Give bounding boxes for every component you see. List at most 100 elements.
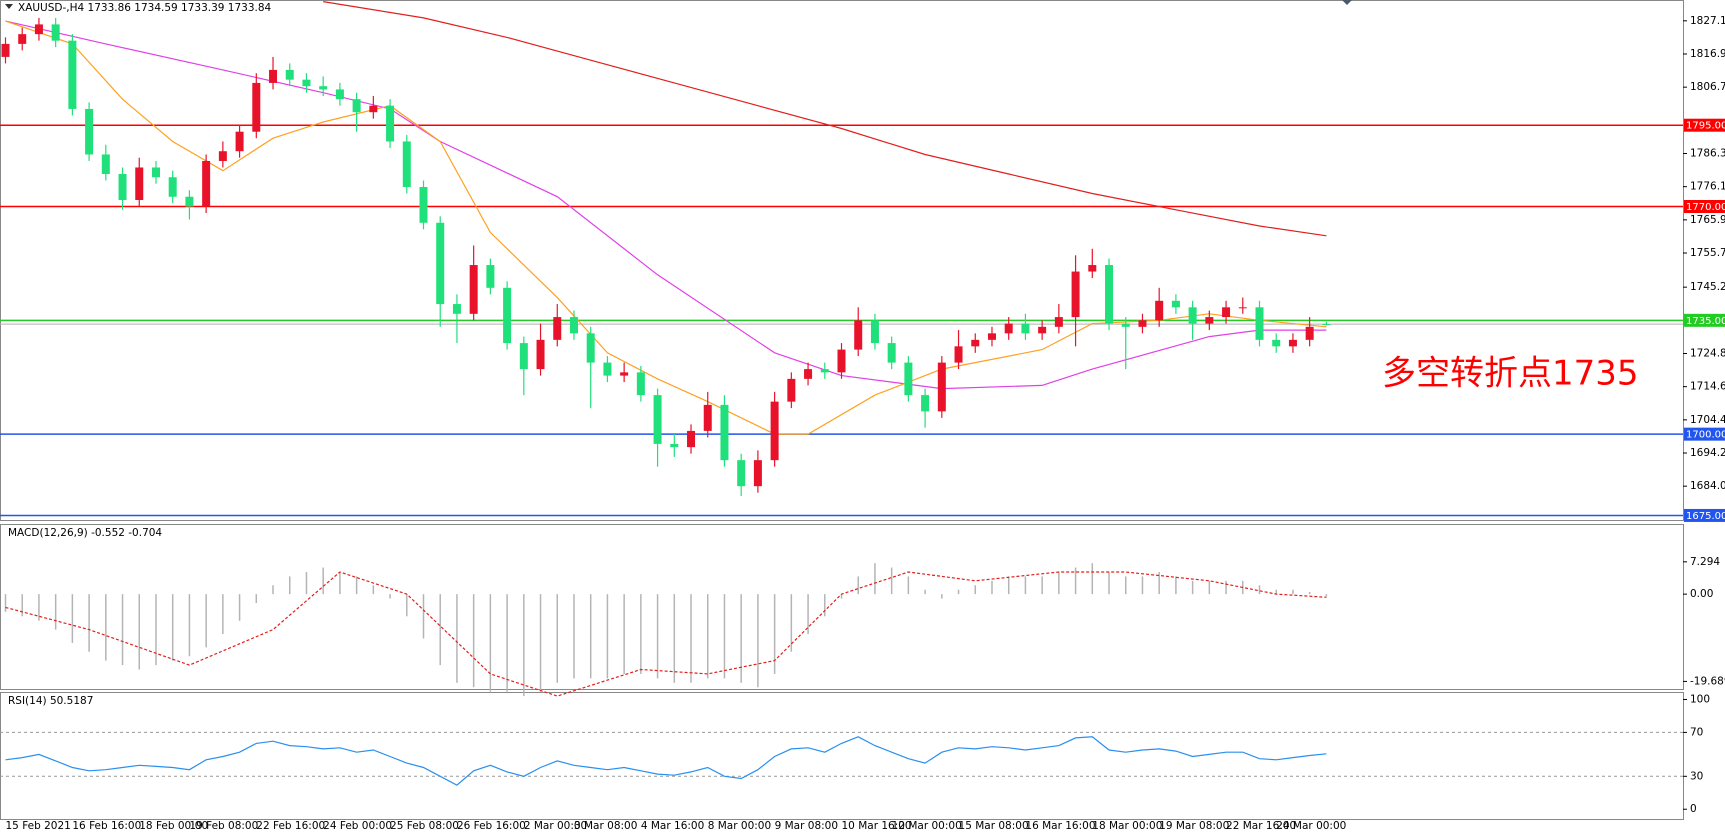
candle-body [753,460,762,487]
candle-body [252,82,261,132]
candle-body [586,333,595,363]
annotation: 多空转折点1735 [1382,354,1639,394]
candle-body [820,369,829,373]
candle-body [1188,307,1197,324]
x-tick-label: 24 Feb 00:00 [323,820,392,832]
x-tick-label: 26 Feb 16:00 [457,820,526,832]
candle-body [1138,320,1147,327]
candle-body [1038,326,1047,334]
candle-body [1238,307,1247,309]
x-tick-label: 22 Feb 16:00 [256,820,325,832]
y-tick-label: 1786.30 [1690,147,1725,159]
candle-body [34,24,43,35]
y-tick-label: 30 [1690,770,1703,782]
x-tick-label: 15 Feb 2021 [6,820,71,832]
level-label: 1700.00 [1686,430,1725,441]
level-label: 1770.00 [1686,202,1725,213]
candle-body [1,43,10,57]
candle-body [218,151,227,161]
x-tick-label: 9 Mar 08:00 [775,820,838,832]
x-tick-label: 24 Mar 00:00 [1276,820,1346,832]
level-label-box [1684,427,1725,441]
y-tick-label: 1776.10 [1690,181,1725,193]
candle-body [937,362,946,412]
x-tick-label: 3 Mar 08:00 [574,820,637,832]
x-tick-label: 19 Feb 08:00 [189,820,258,832]
candle-body [971,339,980,347]
candle-body [1088,265,1097,272]
level-label-box [1684,313,1725,327]
candle-body [1171,300,1180,308]
moving-average [323,1,1327,237]
candle-body [804,369,813,379]
candle-body [854,320,863,350]
candle-body [1021,323,1030,334]
level-label: 1675.00 [1686,511,1725,522]
candle-body [202,160,211,207]
main-panel-frame [0,0,1684,521]
candle-body [636,372,645,396]
candle-body [319,86,328,90]
y-tick-label: 0.00 [1690,588,1713,600]
candle-body [1054,317,1063,327]
macd-panel-frame [0,524,1684,690]
candle-body [921,395,930,412]
candle-body [1004,323,1013,334]
candle-body [118,173,127,200]
candle-body [1155,300,1164,321]
candle-body [335,89,344,100]
candle-body [1322,324,1331,326]
candle-body [68,40,77,109]
candle-body [553,317,562,340]
candle-body [687,430,696,448]
candle-body [185,196,194,207]
candle-body [101,154,110,174]
macd-title: MACD(12,26,9) -0.552 -0.704 [8,527,162,539]
rsi-title: RSI(14) 50.5187 [8,695,93,707]
candle-body [18,34,27,44]
candle-body [486,265,495,288]
shift-marker [1342,0,1352,5]
candle-body [519,343,528,370]
y-tick-label: 1704.40 [1690,414,1725,426]
y-tick-label: 1694.20 [1690,447,1725,459]
x-tick-label: 12 Mar 00:00 [892,820,962,832]
y-tick-label: 1745.20 [1690,281,1725,293]
candle-body [386,105,395,142]
candle-body [703,404,712,431]
candle-body [503,287,512,344]
level-label-box [1684,118,1725,132]
x-tick-label: 18 Mar 00:00 [1092,820,1162,832]
candle-body [1222,307,1231,318]
x-tick-label: 4 Mar 16:00 [641,820,704,832]
y-tick-label: -19.689 [1690,675,1725,687]
candle-body [235,131,244,152]
candle-body [1105,265,1114,324]
candle-body [269,69,278,83]
candle-body [352,99,361,113]
x-tick-label: 8 Mar 00:00 [708,820,771,832]
candle-body [787,378,796,402]
y-tick-label: 7.294 [1690,556,1720,568]
candle-body [85,108,94,155]
candle-body [569,317,578,334]
candle-body [1205,317,1214,324]
candle-body [285,69,294,80]
x-tick-label: 19 Mar 08:00 [1159,820,1229,832]
candle-body [653,395,662,444]
candle-body [1288,339,1297,347]
y-tick-label: 1806.70 [1690,81,1725,93]
y-tick-label: 1714.60 [1690,381,1725,393]
y-tick-label: 1684.00 [1690,480,1725,492]
y-tick-label: 1827.10 [1690,15,1725,27]
candle-body [1272,339,1281,347]
candle-body [419,186,428,223]
level-label-box [1684,200,1725,214]
candle-body [1121,323,1130,327]
x-tick-label: 16 Mar 16:00 [1025,820,1095,832]
candle-body [168,177,177,197]
x-tick-label: 22 Mar 16:00 [1226,820,1296,832]
moving-average [5,20,1327,435]
